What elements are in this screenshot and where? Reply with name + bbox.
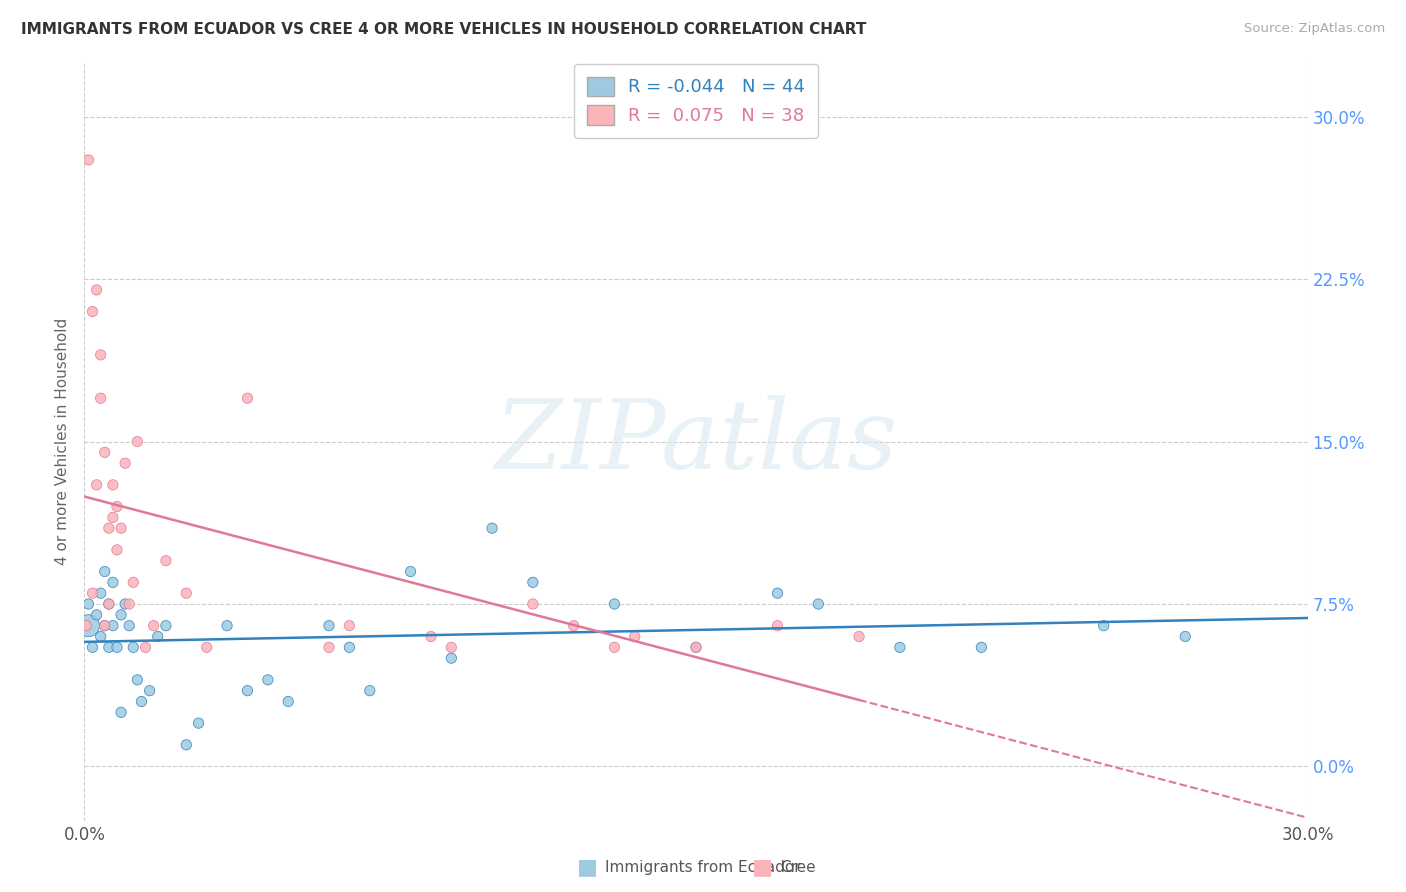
Point xyxy=(440,640,463,655)
Text: ZIPatlas: ZIPatlas xyxy=(495,394,897,489)
Point xyxy=(93,445,115,459)
Point xyxy=(77,618,100,632)
Point xyxy=(174,738,197,752)
Point xyxy=(105,640,128,655)
Point xyxy=(138,683,160,698)
Point xyxy=(90,630,112,644)
Point xyxy=(562,618,585,632)
Point xyxy=(77,597,100,611)
Point xyxy=(603,597,626,611)
Point xyxy=(75,618,97,632)
Point xyxy=(110,521,132,535)
Point xyxy=(90,391,112,405)
Point xyxy=(807,597,830,611)
Point xyxy=(105,500,128,514)
Point xyxy=(131,694,153,708)
Point xyxy=(90,348,112,362)
Point xyxy=(82,304,104,318)
Point xyxy=(277,694,299,708)
Point xyxy=(318,618,340,632)
Point xyxy=(118,618,141,632)
Point xyxy=(195,640,218,655)
Point xyxy=(522,575,544,590)
Point xyxy=(93,565,115,579)
Text: ■: ■ xyxy=(576,857,598,877)
Point xyxy=(142,618,165,632)
Point xyxy=(97,597,120,611)
Point xyxy=(522,597,544,611)
Point xyxy=(155,618,177,632)
Point xyxy=(101,618,124,632)
Point xyxy=(110,607,132,622)
Point xyxy=(318,640,340,655)
Point xyxy=(848,630,870,644)
Point xyxy=(889,640,911,655)
Point xyxy=(114,597,136,611)
Point xyxy=(257,673,280,687)
Point xyxy=(77,153,100,167)
Point xyxy=(114,456,136,470)
Point xyxy=(685,640,707,655)
Point xyxy=(110,706,132,720)
Text: IMMIGRANTS FROM ECUADOR VS CREE 4 OR MORE VEHICLES IN HOUSEHOLD CORRELATION CHAR: IMMIGRANTS FROM ECUADOR VS CREE 4 OR MOR… xyxy=(21,22,866,37)
Point xyxy=(86,478,108,492)
Point xyxy=(155,554,177,568)
Point xyxy=(146,630,169,644)
Point xyxy=(339,618,361,632)
Point xyxy=(970,640,993,655)
Point xyxy=(766,586,789,600)
Y-axis label: 4 or more Vehicles in Household: 4 or more Vehicles in Household xyxy=(55,318,70,566)
Point xyxy=(1092,618,1115,632)
Point xyxy=(82,586,104,600)
Point xyxy=(399,565,422,579)
Point xyxy=(122,575,145,590)
Point xyxy=(101,478,124,492)
Point xyxy=(359,683,381,698)
Point xyxy=(101,575,124,590)
Point xyxy=(187,716,209,731)
Point xyxy=(93,618,115,632)
Point xyxy=(217,618,239,632)
Point xyxy=(440,651,463,665)
Text: Cree: Cree xyxy=(780,860,815,874)
Point xyxy=(603,640,626,655)
Point xyxy=(766,618,789,632)
Point xyxy=(135,640,157,655)
Point xyxy=(105,542,128,557)
Point xyxy=(97,640,120,655)
Text: ■: ■ xyxy=(752,857,773,877)
Point xyxy=(86,607,108,622)
Point xyxy=(90,586,112,600)
Point xyxy=(127,434,149,449)
Point xyxy=(236,391,259,405)
Point xyxy=(174,586,197,600)
Point xyxy=(236,683,259,698)
Point xyxy=(82,640,104,655)
Point xyxy=(685,640,707,655)
Text: Source: ZipAtlas.com: Source: ZipAtlas.com xyxy=(1244,22,1385,36)
Point xyxy=(122,640,145,655)
Point xyxy=(481,521,503,535)
Point xyxy=(97,597,120,611)
Point xyxy=(339,640,361,655)
Point xyxy=(118,597,141,611)
Text: Immigrants from Ecuador: Immigrants from Ecuador xyxy=(605,860,800,874)
Point xyxy=(93,618,115,632)
Point xyxy=(1174,630,1197,644)
Point xyxy=(101,510,124,524)
Point xyxy=(420,630,443,644)
Point xyxy=(86,283,108,297)
Point xyxy=(97,521,120,535)
Legend: R = -0.044   N = 44, R =  0.075   N = 38: R = -0.044 N = 44, R = 0.075 N = 38 xyxy=(574,64,818,138)
Point xyxy=(624,630,647,644)
Point xyxy=(127,673,149,687)
